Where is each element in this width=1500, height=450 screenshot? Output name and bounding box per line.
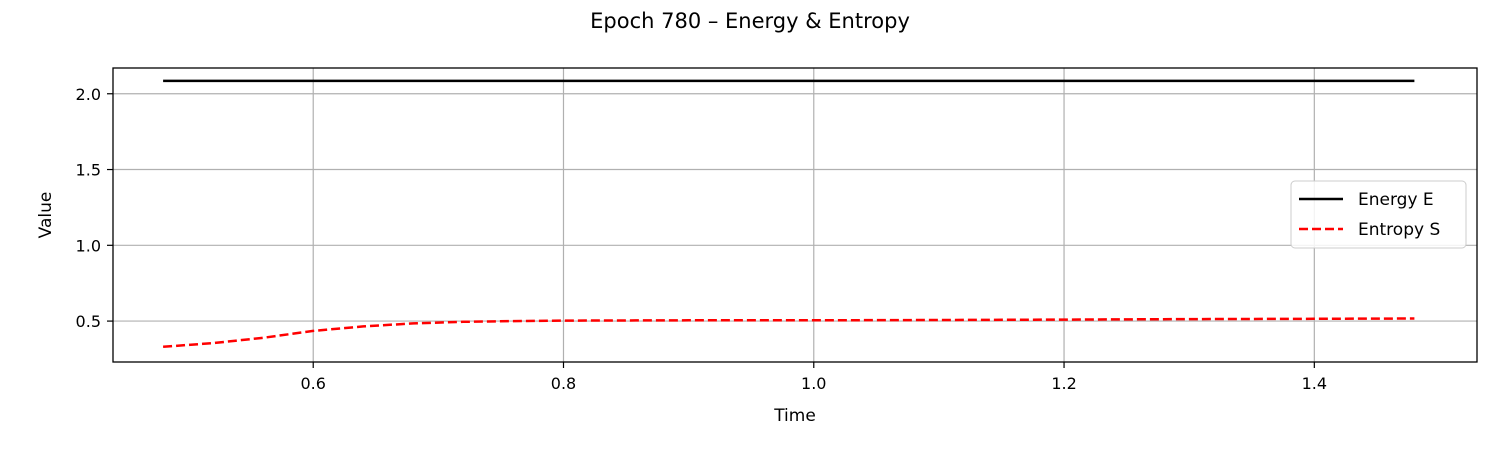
x-tick-label: 1.2 xyxy=(1051,374,1076,393)
y-tick-label: 1.5 xyxy=(76,161,101,180)
x-tick-label: 1.0 xyxy=(801,374,826,393)
legend-label-energy: Energy E xyxy=(1358,190,1434,210)
series-line-entropy xyxy=(163,317,1415,349)
chart-title: Epoch 780 – Energy & Entropy xyxy=(590,9,910,33)
x-tick-label: 1.4 xyxy=(1302,374,1327,393)
y-tick-label: 2.0 xyxy=(76,85,101,104)
x-axis-label: Time xyxy=(773,406,816,426)
legend-label-entropy: Entropy S xyxy=(1358,220,1440,240)
y-tick-label: 1.0 xyxy=(76,236,101,255)
legend: Energy E Entropy S xyxy=(1290,180,1467,249)
y-tick-label: 0.5 xyxy=(76,312,101,331)
y-axis-label: Value xyxy=(36,192,56,239)
x-tick-label: 0.8 xyxy=(551,374,576,393)
series-lines xyxy=(163,79,1415,349)
x-tick-label: 0.6 xyxy=(300,374,325,393)
plot-frame xyxy=(112,67,1478,363)
axis-ticks: 0.6 0.8 1.0 1.2 1.4 0.5 1.0 1.5 2.0 xyxy=(76,85,1328,393)
